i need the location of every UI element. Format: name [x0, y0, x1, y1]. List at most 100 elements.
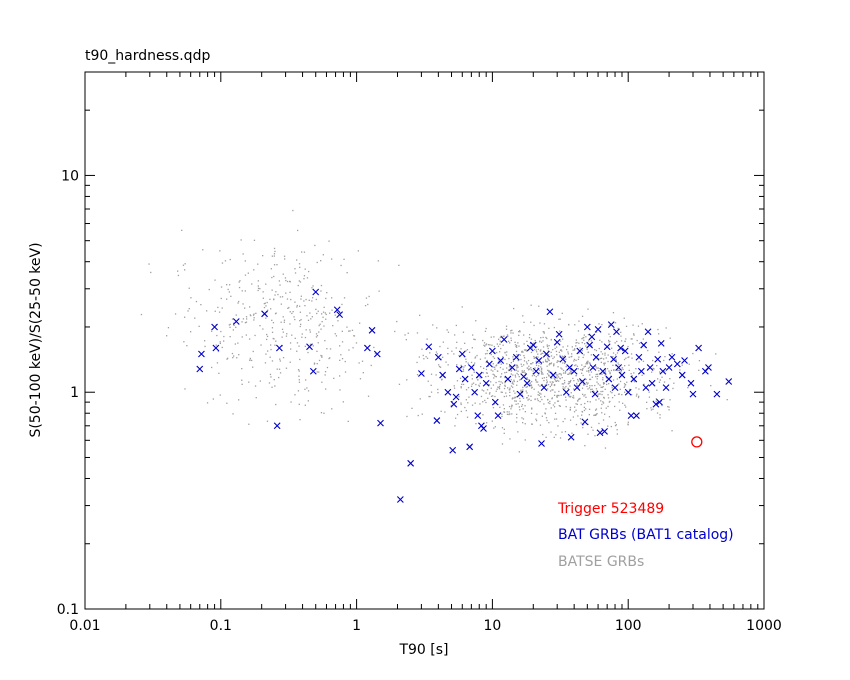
batse-point: [557, 425, 559, 427]
batse-point: [294, 337, 296, 339]
file-label: t90_hardness.qdp: [85, 48, 210, 64]
batse-point: [245, 321, 248, 323]
bat-point: [621, 347, 629, 355]
batse-point: [519, 354, 522, 356]
batse-point: [581, 315, 584, 317]
batse-point: [269, 356, 271, 358]
batse-point: [236, 357, 238, 359]
batse-point: [635, 387, 637, 389]
batse-point: [441, 378, 443, 380]
batse-point: [516, 344, 518, 347]
x-tick-label: 1000: [746, 618, 782, 634]
batse-point: [523, 343, 525, 345]
batse-point: [541, 352, 543, 355]
batse-point: [518, 451, 520, 453]
batse-point: [538, 369, 541, 371]
batse-point: [547, 384, 550, 386]
bat-point: [567, 433, 575, 441]
batse-point: [458, 354, 460, 357]
batse-point: [499, 383, 501, 386]
batse-point: [656, 365, 658, 367]
bat-point: [642, 384, 650, 392]
batse-point: [510, 406, 513, 408]
batse-point: [604, 370, 606, 372]
batse-point: [462, 368, 465, 370]
batse-point: [595, 373, 597, 376]
batse-point: [652, 367, 654, 370]
batse-point: [539, 341, 541, 343]
batse-point: [478, 385, 481, 387]
batse-point: [611, 385, 613, 387]
bat-point: [678, 371, 686, 379]
batse-point: [306, 387, 308, 389]
batse-point: [509, 387, 511, 389]
batse-point: [440, 410, 442, 412]
batse-point: [635, 368, 637, 370]
batse-point: [271, 360, 274, 362]
batse-point: [510, 337, 512, 339]
batse-point: [523, 357, 526, 359]
batse-point: [642, 338, 644, 340]
batse-point: [500, 363, 502, 365]
bat-point: [586, 341, 594, 349]
batse-point: [289, 291, 291, 293]
trigger-point-layer: [691, 436, 703, 448]
batse-point: [286, 333, 288, 335]
batse-point: [508, 357, 510, 360]
batse-point: [595, 408, 598, 410]
batse-point: [274, 344, 276, 346]
batse-point: [550, 407, 552, 409]
batse-point: [485, 343, 488, 345]
batse-point: [547, 359, 550, 361]
batse-point: [562, 362, 564, 364]
batse-point: [324, 371, 327, 373]
bat-point: [520, 373, 528, 381]
batse-point: [498, 362, 500, 365]
batse-point: [264, 302, 266, 304]
legend-entry-bat: BAT GRBs (BAT1 catalog): [558, 527, 734, 543]
batse-point: [603, 364, 605, 366]
batse-point: [221, 346, 223, 349]
batse-point: [219, 342, 221, 345]
bat-point: [196, 365, 204, 373]
batse-point: [585, 345, 587, 347]
batse-point: [546, 373, 549, 375]
batse-point: [519, 331, 521, 333]
batse-point: [579, 368, 582, 371]
bat-point: [657, 339, 665, 347]
batse-point: [211, 330, 213, 332]
batse-point: [300, 319, 302, 321]
batse-point: [298, 263, 301, 265]
batse-point: [245, 334, 247, 336]
bat-point: [652, 400, 660, 408]
batse-point: [411, 407, 413, 409]
batse-point: [715, 353, 717, 355]
batse-point: [602, 386, 604, 388]
batse-point: [628, 364, 630, 366]
batse-point: [529, 334, 531, 336]
batse-point: [499, 406, 501, 408]
batse-point: [368, 295, 370, 298]
batse-point: [540, 337, 542, 339]
batse-point: [575, 409, 577, 411]
batse-point: [547, 369, 549, 371]
batse-point: [624, 385, 626, 387]
batse-point: [184, 316, 186, 318]
batse-point: [633, 372, 635, 374]
batse-point: [294, 301, 296, 303]
batse-point: [546, 388, 549, 390]
batse-point: [565, 366, 567, 368]
batse-point: [615, 359, 617, 361]
batse-point: [561, 350, 563, 352]
batse-point: [540, 396, 542, 398]
batse-point: [547, 347, 549, 350]
batse-point: [537, 384, 540, 386]
batse-point: [569, 406, 572, 409]
batse-point: [584, 343, 586, 345]
batse-point: [432, 324, 434, 326]
batse-point: [553, 364, 555, 366]
batse-point: [525, 349, 527, 351]
batse-point: [568, 381, 570, 383]
batse-point: [303, 278, 305, 280]
batse-point: [664, 356, 666, 358]
